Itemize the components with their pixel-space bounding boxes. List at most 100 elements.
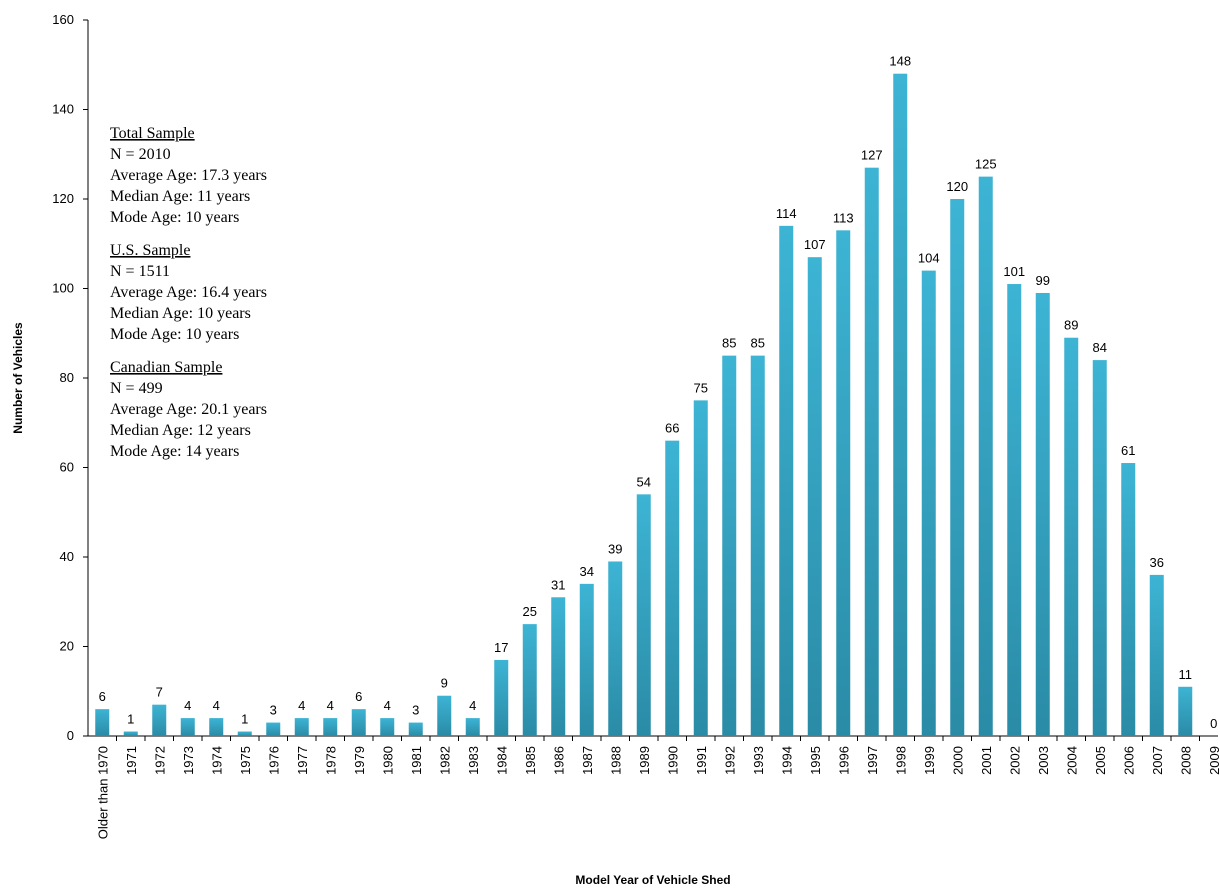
x-tick-label: 1994 xyxy=(779,746,794,775)
y-tick-label: 80 xyxy=(60,370,74,385)
y-axis-ticks: 0 20 40 60 80 100 120 140 160 xyxy=(52,12,88,743)
bar-1994 xyxy=(779,225,794,736)
x-tick-label: 2006 xyxy=(1121,746,1136,775)
x-tick-label: 1995 xyxy=(808,746,823,775)
annotation-line: Median Age: 11 years xyxy=(110,188,250,205)
x-tick-label: 1991 xyxy=(694,746,709,775)
x-tick-label: 2004 xyxy=(1064,746,1079,775)
data-label: 25 xyxy=(523,604,537,619)
data-label: 0 xyxy=(1210,716,1217,731)
annotation-line: Average Age: 17.3 years xyxy=(110,167,267,184)
data-label: 85 xyxy=(751,336,765,351)
data-label: 4 xyxy=(327,698,334,713)
data-label: 9 xyxy=(441,676,448,691)
bar-2007 xyxy=(1149,574,1164,736)
bar-1992 xyxy=(722,355,737,736)
bar-1981 xyxy=(408,722,423,736)
data-label: 99 xyxy=(1036,273,1050,288)
bar-1999 xyxy=(921,270,936,736)
bar-1972 xyxy=(152,704,167,736)
bar-1996 xyxy=(836,230,851,736)
bar-1990 xyxy=(665,440,680,736)
data-label: 66 xyxy=(665,421,679,436)
bar-1982 xyxy=(437,695,452,736)
x-tick-label: 1997 xyxy=(865,746,880,775)
bar-2008 xyxy=(1178,686,1193,736)
data-label: 34 xyxy=(580,564,594,579)
x-tick-label: 2005 xyxy=(1093,746,1108,775)
x-tick-label: 2007 xyxy=(1150,746,1165,775)
bar-2006 xyxy=(1121,463,1136,736)
data-label: 4 xyxy=(213,698,220,713)
x-tick-label: 1976 xyxy=(266,746,281,775)
data-label: 104 xyxy=(918,251,940,266)
x-tick-label: Older than 1970 xyxy=(95,746,110,839)
y-axis-title: Number of Vehicles xyxy=(11,322,25,434)
data-label: 148 xyxy=(889,54,911,69)
x-tick-label: 1977 xyxy=(295,746,310,775)
bar-1986 xyxy=(551,597,566,736)
data-label: 7 xyxy=(156,685,163,700)
y-tick-label: 0 xyxy=(67,728,74,743)
bar-1974 xyxy=(209,718,224,736)
bar-2005 xyxy=(1092,360,1107,736)
annotation-line: N = 499 xyxy=(110,380,163,397)
annotation-line: Average Age: 16.4 years xyxy=(110,284,267,301)
bar-1979 xyxy=(351,709,366,736)
x-tick-label: 1999 xyxy=(922,746,937,775)
x-tick-label: 1980 xyxy=(380,746,395,775)
data-label: 101 xyxy=(1003,264,1025,279)
annotation-heading: Total Sample xyxy=(110,125,195,142)
annotation-line: Mode Age: 10 years xyxy=(110,209,239,226)
x-tick-label: 1971 xyxy=(124,746,139,775)
data-label: 75 xyxy=(694,380,708,395)
x-tick-label: 1975 xyxy=(238,746,253,775)
annotation-line: Mode Age: 10 years xyxy=(110,326,239,343)
data-label: 6 xyxy=(99,689,106,704)
data-label: 54 xyxy=(637,474,651,489)
data-label: 85 xyxy=(722,336,736,351)
data-label: 61 xyxy=(1121,443,1135,458)
bar-1973 xyxy=(180,718,195,736)
data-label: 31 xyxy=(551,577,565,592)
bar-2000 xyxy=(950,199,965,736)
y-tick-label: 60 xyxy=(60,460,74,475)
data-label: 1 xyxy=(127,712,134,727)
bar-1987 xyxy=(579,583,594,736)
x-tick-label: 1992 xyxy=(722,746,737,775)
x-tick-label: 1978 xyxy=(323,746,338,775)
bar-2003 xyxy=(1035,292,1050,736)
data-label: 107 xyxy=(804,237,826,252)
bar-1991 xyxy=(693,400,708,736)
bar-1993 xyxy=(750,355,765,736)
y-tick-label: 120 xyxy=(52,191,74,206)
bar-1978 xyxy=(323,718,338,736)
x-tick-label: 2009 xyxy=(1207,746,1220,775)
x-tick-label: 1984 xyxy=(494,746,509,775)
x-axis-title: Model Year of Vehicle Shed xyxy=(575,873,730,887)
bar-1984 xyxy=(494,659,509,736)
x-tick-label: 1974 xyxy=(209,746,224,775)
data-label: 4 xyxy=(298,698,305,713)
x-tick-label: 1972 xyxy=(152,746,167,775)
x-axis-ticks: Older than 1970 1971 1972 1973 1974 1975 1976 1… xyxy=(95,736,1220,839)
bar-1977 xyxy=(294,718,309,736)
x-tick-label: 1986 xyxy=(551,746,566,775)
bars xyxy=(95,73,1193,737)
annotation-line: Median Age: 10 years xyxy=(110,305,251,322)
x-tick-label: 1990 xyxy=(665,746,680,775)
data-label: 11 xyxy=(1179,667,1193,682)
bar-1975 xyxy=(237,731,252,736)
data-label: 4 xyxy=(469,698,476,713)
y-tick-label: 140 xyxy=(52,102,74,117)
data-label: 1 xyxy=(241,712,248,727)
data-label: 120 xyxy=(946,179,968,194)
x-tick-label: 1979 xyxy=(352,746,367,775)
x-tick-label: 1996 xyxy=(836,746,851,775)
annotation-line: Median Age: 12 years xyxy=(110,422,251,439)
annotation-line: Average Age: 20.1 years xyxy=(110,401,267,418)
x-tick-label: 1982 xyxy=(437,746,452,775)
x-tick-label: 1988 xyxy=(608,746,623,775)
